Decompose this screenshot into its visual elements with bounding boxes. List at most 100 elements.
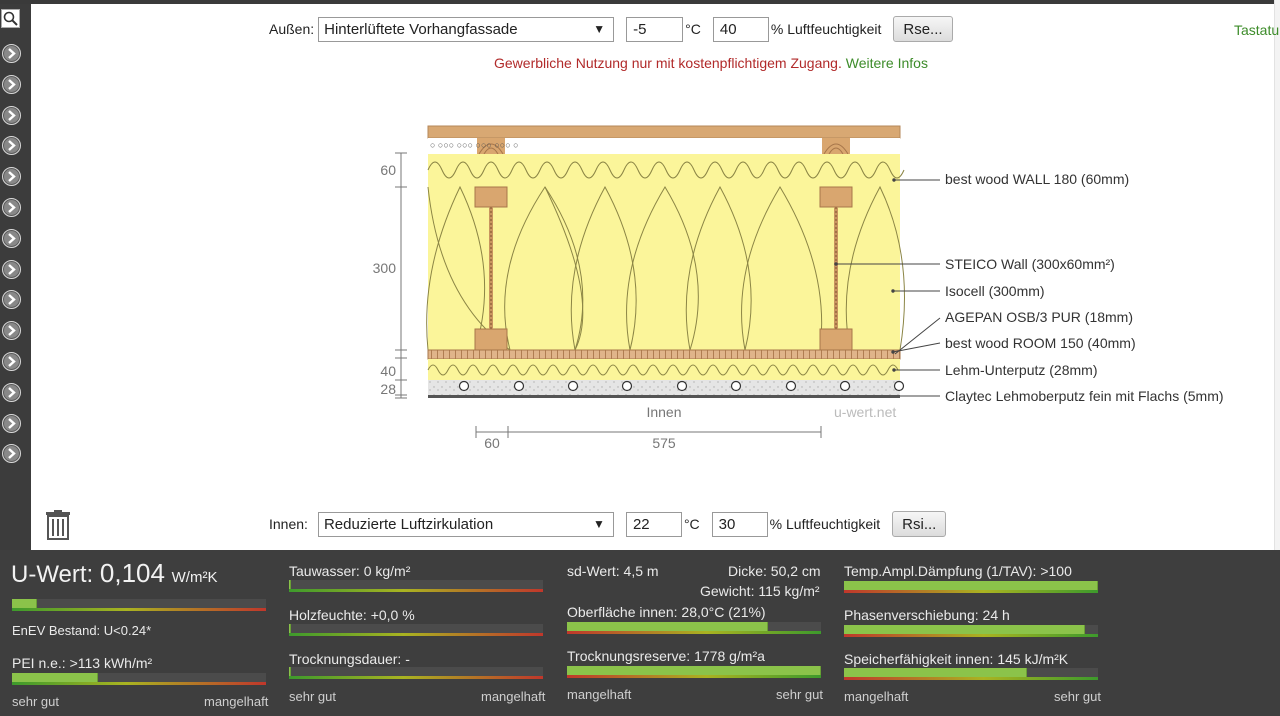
- u-value-meter-fill: [12, 599, 38, 608]
- surface-temp-meter-fill: [567, 622, 768, 631]
- wood-fibre-outer-layer: [428, 154, 900, 187]
- stud-left: [474, 186, 508, 351]
- inside-temperature-input[interactable]: 22: [625, 511, 682, 537]
- inside-humidity-input[interactable]: 30: [711, 511, 768, 537]
- pei-meter-fill: [12, 673, 99, 682]
- sd-value-text: sd-Wert: 4,5 m: [567, 563, 659, 579]
- scale-bad-label: mangelhaft: [481, 689, 546, 704]
- inside-select-value: Reduzierte Luftzirkulation: [323, 515, 494, 533]
- tauwasser-meter-fill: [289, 580, 291, 589]
- vertical-dimension: [395, 152, 407, 399]
- chevron-right-icon[interactable]: [2, 382, 21, 402]
- inside-temp-unit: °C: [683, 516, 700, 532]
- scale-good-label: sehr gut: [776, 687, 823, 702]
- phase-shift-meter: [844, 625, 1098, 637]
- chevron-right-icon[interactable]: [2, 74, 21, 94]
- chevron-right-icon[interactable]: [2, 321, 21, 341]
- more-info-link[interactable]: Weitere Infos: [845, 55, 928, 71]
- notice-text: Gewerbliche Nutzung nur mit kostenpflich…: [494, 55, 842, 71]
- chevron-right-icon[interactable]: [2, 444, 21, 464]
- dim-label-60: 60: [380, 162, 396, 178]
- trocknungsdauer-text: Trocknungsdauer: -: [289, 651, 410, 667]
- layer-label: best wood WALL 180 (60mm): [945, 171, 1129, 187]
- phase-shift-text: Phasenverschiebung: 24 h: [844, 607, 1010, 623]
- temp-amplitude-meter-fill: [844, 581, 1098, 590]
- chevron-right-icon[interactable]: [2, 105, 21, 125]
- drying-reserve-meter: [567, 666, 821, 678]
- chevron-right-icon[interactable]: [2, 352, 21, 371]
- vertical-dimension-labels: 60 300 40 28: [373, 162, 397, 397]
- inside-label: Innen: [646, 404, 681, 420]
- osb-board: [427, 349, 901, 360]
- outside-select[interactable]: Hinterlüftete Vorhangfassade ▼: [318, 16, 615, 42]
- outside-label: Außen:: [269, 21, 315, 37]
- chevron-right-icon[interactable]: [2, 44, 21, 63]
- heat-capacity-text: Speicherfähigkeit innen: 145 kJ/m²K: [844, 651, 1069, 667]
- temp-amplitude-meter-track: [844, 590, 1098, 593]
- heat-capacity-meter-fill: [844, 668, 1027, 677]
- inside-label-text: Innen:: [269, 516, 308, 532]
- layer-label: Claytec Lehmoberputz fein mit Flachs (5m…: [945, 388, 1224, 404]
- pei-meter: [12, 673, 266, 685]
- tauwasser-meter-track: [289, 589, 543, 592]
- u-value-unit: W/m²K: [171, 569, 218, 586]
- chevron-right-icon[interactable]: [2, 228, 21, 248]
- chevron-right-icon[interactable]: [2, 136, 21, 156]
- inside-conditions: Innen: Reduzierte Luftzirkulation ▼ 22 °…: [269, 511, 947, 537]
- trocknungsdauer-meter-fill: [289, 667, 291, 676]
- chevron-right-icon[interactable]: [2, 290, 21, 310]
- outside-humidity-label: % Luftfeuchtigkeit: [770, 21, 882, 37]
- trocknungsdauer-meter-track: [289, 676, 543, 679]
- chevron-right-icon[interactable]: [2, 167, 21, 187]
- rsi-button[interactable]: Rsi...: [892, 511, 947, 537]
- enev-text: EnEV Bestand: U<0.24*: [12, 623, 152, 638]
- scale-bad-label: mangelhaft: [567, 687, 632, 702]
- watermark: u-wert.net: [834, 404, 896, 420]
- layer-label: Isocell (300mm): [945, 283, 1045, 299]
- outside-temp-unit: °C: [685, 21, 701, 37]
- layer-label: AGEPAN OSB/3 PUR (18mm): [945, 309, 1133, 325]
- outside-temperature-input[interactable]: -5: [626, 16, 684, 42]
- outside-humidity-input[interactable]: 40: [712, 16, 769, 42]
- scrollbar[interactable]: [1274, 0, 1280, 550]
- outer-wood-board: [427, 125, 901, 139]
- u-value-meter: [12, 599, 266, 611]
- wood-fibre-inner-layer: [428, 359, 900, 380]
- clay-plaster-layer: [428, 380, 900, 395]
- u-value-number: 0,104: [99, 558, 165, 588]
- rse-button[interactable]: Rse...: [893, 16, 953, 42]
- stud-right: [819, 186, 853, 351]
- u-value: U-Wert: 0,104 W/m²K: [11, 558, 217, 589]
- wall-diagram: ○ ○○○ ○○○ ○○○ ○○○ ○: [373, 125, 1224, 451]
- heat-capacity-meter-track: [844, 677, 1098, 680]
- dim-label-40: 40: [380, 363, 396, 379]
- search-icon[interactable]: [1, 9, 20, 28]
- leader-lines: [834, 178, 941, 397]
- trocknungsdauer-meter: [289, 667, 543, 679]
- batten-right: [822, 138, 850, 155]
- trash-icon[interactable]: [45, 510, 71, 540]
- temp-amplitude-text: Temp.Ampl.Dämpfung (1/TAV): >100: [844, 563, 1072, 579]
- chevron-right-icon[interactable]: [2, 259, 21, 279]
- scale-good-label: sehr gut: [1054, 689, 1101, 704]
- top-border: [0, 0, 1280, 4]
- chevron-right-icon[interactable]: [2, 413, 21, 433]
- phase-shift-meter-track: [844, 634, 1098, 637]
- heating-pipes: [458, 380, 905, 392]
- sidebar: [0, 4, 31, 550]
- keyboard-link[interactable]: Tastatu: [1234, 22, 1280, 38]
- scale-bad-label: mangelhaft: [204, 694, 269, 709]
- inside-select[interactable]: Reduzierte Luftzirkulation ▼: [317, 511, 614, 537]
- phase-shift-meter-fill: [844, 625, 1086, 634]
- pei-text: PEI n.e.: >113 kWh/m²: [12, 655, 153, 671]
- dropdown-arrow-icon: ▼: [593, 516, 605, 531]
- holzfeuchte-meter-track: [289, 633, 543, 636]
- outside-conditions: Außen: Hinterlüftete Vorhangfassade ▼ -5…: [269, 16, 953, 42]
- outside-select-value: Hinterlüftete Vorhangfassade: [324, 20, 518, 38]
- results-panel: U-Wert: 0,104 W/m²K EnEV Bestand: U<0.24…: [0, 550, 1280, 716]
- batten-left: [477, 138, 505, 155]
- holzfeuchte-meter: [289, 624, 543, 636]
- u-value-meter-track: [12, 608, 266, 611]
- dim-label-300: 300: [373, 260, 397, 276]
- chevron-right-icon[interactable]: [2, 198, 21, 217]
